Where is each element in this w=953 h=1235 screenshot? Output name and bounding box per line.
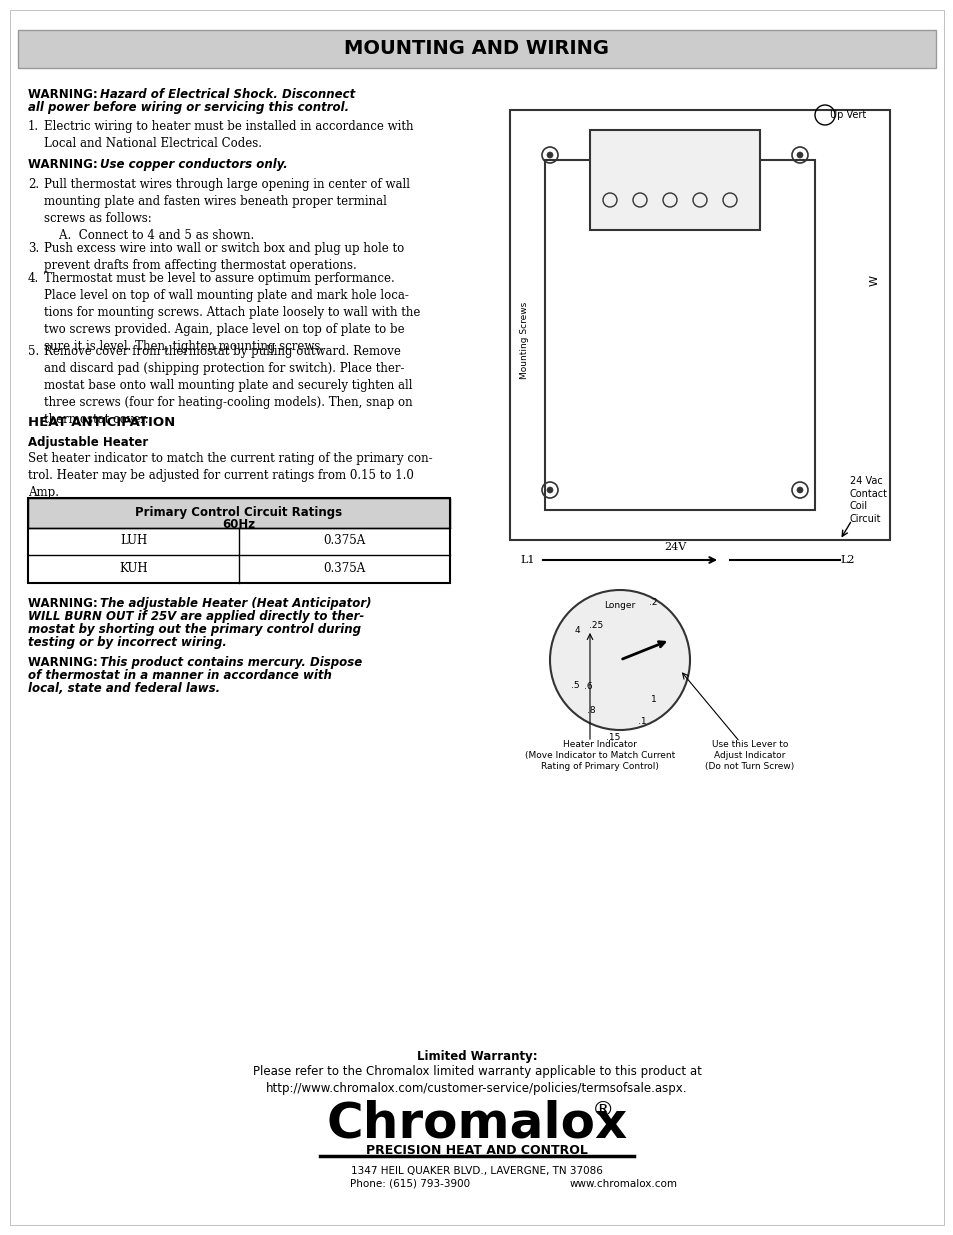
- Text: .8: .8: [586, 705, 595, 715]
- Text: 1347 HEIL QUAKER BLVD., LAVERGNE, TN 37086: 1347 HEIL QUAKER BLVD., LAVERGNE, TN 370…: [351, 1166, 602, 1176]
- Text: 1.: 1.: [28, 120, 39, 133]
- Text: 24 Vac
Contact
Coil
Circuit: 24 Vac Contact Coil Circuit: [849, 477, 887, 524]
- Text: W: W: [869, 274, 879, 285]
- Text: .15: .15: [605, 734, 619, 742]
- Text: 1: 1: [650, 695, 656, 704]
- Text: 5.: 5.: [28, 345, 39, 358]
- Text: .2: .2: [648, 598, 657, 608]
- Circle shape: [550, 590, 689, 730]
- Text: Electric wiring to heater must be installed in accordance with
Local and Nationa: Electric wiring to heater must be instal…: [44, 120, 413, 149]
- Text: L2: L2: [840, 555, 854, 564]
- Text: mostat by shorting out the primary control during: mostat by shorting out the primary contr…: [28, 622, 360, 636]
- Text: Heater Indicator
(Move Indicator to Match Current
Rating of Primary Control): Heater Indicator (Move Indicator to Matc…: [524, 740, 675, 771]
- Text: Longer: Longer: [604, 600, 635, 610]
- Circle shape: [796, 152, 802, 158]
- Text: Pull thermostat wires through large opening in center of wall
mounting plate and: Pull thermostat wires through large open…: [44, 178, 410, 242]
- Text: Hazard of Electrical Shock. Disconnect: Hazard of Electrical Shock. Disconnect: [100, 88, 355, 101]
- Text: MOUNTING AND WIRING: MOUNTING AND WIRING: [344, 40, 609, 58]
- Text: WILL BURN OUT if 25V are applied directly to ther-: WILL BURN OUT if 25V are applied directl…: [28, 610, 364, 622]
- Text: 2.: 2.: [28, 178, 39, 191]
- Text: testing or by incorrect wiring.: testing or by incorrect wiring.: [28, 636, 227, 650]
- FancyBboxPatch shape: [18, 30, 935, 68]
- Text: L1: L1: [519, 555, 534, 564]
- Bar: [28, 498, 450, 583]
- Text: WARNING:: WARNING:: [28, 597, 102, 610]
- Text: Use this Lever to
Adjust Indicator
(Do not Turn Screw): Use this Lever to Adjust Indicator (Do n…: [704, 740, 794, 771]
- Text: 4.: 4.: [28, 272, 39, 285]
- Circle shape: [546, 487, 553, 493]
- Text: 3.: 3.: [28, 242, 39, 254]
- Circle shape: [796, 487, 802, 493]
- Bar: [28, 498, 450, 529]
- Text: local, state and federal laws.: local, state and federal laws.: [28, 682, 220, 695]
- Text: The adjustable Heater (Heat Anticipator): The adjustable Heater (Heat Anticipator): [100, 597, 371, 610]
- Text: Push excess wire into wall or switch box and plug up hole to
prevent drafts from: Push excess wire into wall or switch box…: [44, 242, 404, 272]
- Text: of thermostat in a manner in accordance with: of thermostat in a manner in accordance …: [28, 669, 332, 682]
- Text: Thermostat must be level to assure optimum performance.
Place level on top of wa: Thermostat must be level to assure optim…: [44, 272, 420, 353]
- Text: Set heater indicator to match the current rating of the primary con-
trol. Heate: Set heater indicator to match the curren…: [28, 452, 432, 499]
- Text: KUH: KUH: [119, 562, 148, 574]
- Text: ®: ®: [592, 1100, 614, 1120]
- Text: .5: .5: [570, 682, 578, 690]
- Text: 24V: 24V: [663, 542, 685, 552]
- Text: WARNING:: WARNING:: [28, 88, 102, 101]
- Text: Use copper conductors only.: Use copper conductors only.: [100, 158, 288, 170]
- Bar: [544, 161, 814, 510]
- Text: 0.375A: 0.375A: [323, 562, 365, 574]
- Text: Mounting Screws: Mounting Screws: [520, 301, 529, 379]
- Text: all power before wiring or servicing this control.: all power before wiring or servicing thi…: [28, 101, 349, 114]
- Text: .1: .1: [638, 716, 646, 726]
- Text: Limited Warranty:: Limited Warranty:: [416, 1050, 537, 1063]
- Text: Adjustable Heater: Adjustable Heater: [28, 436, 148, 450]
- Text: HEAT ANTICIPATION: HEAT ANTICIPATION: [28, 416, 175, 429]
- Text: Phone: (615) 793-3900: Phone: (615) 793-3900: [350, 1179, 470, 1189]
- Text: Chromalox: Chromalox: [326, 1100, 627, 1149]
- Text: 4: 4: [574, 626, 579, 635]
- Text: WARNING:: WARNING:: [28, 158, 102, 170]
- Text: LUH: LUH: [120, 535, 147, 547]
- Text: Remove cover from thermostat by pulling outward. Remove
and discard pad (shippin: Remove cover from thermostat by pulling …: [44, 345, 413, 426]
- Text: .6: .6: [583, 683, 592, 692]
- Text: Up Vert: Up Vert: [829, 110, 865, 120]
- Text: 0.375A: 0.375A: [323, 535, 365, 547]
- Bar: [589, 130, 760, 230]
- Text: 60Hz: 60Hz: [222, 517, 255, 531]
- Text: Primary Control Circuit Ratings: Primary Control Circuit Ratings: [135, 506, 342, 519]
- Text: PRECISION HEAT AND CONTROL: PRECISION HEAT AND CONTROL: [366, 1144, 587, 1157]
- Bar: [510, 110, 889, 540]
- Text: www.chromalox.com: www.chromalox.com: [569, 1179, 678, 1189]
- Text: WARNING:: WARNING:: [28, 656, 102, 669]
- Text: .25: .25: [588, 621, 602, 630]
- Circle shape: [546, 152, 553, 158]
- Text: This product contains mercury. Dispose: This product contains mercury. Dispose: [100, 656, 362, 669]
- Text: Please refer to the Chromalox limited warranty applicable to this product at
htt: Please refer to the Chromalox limited wa…: [253, 1065, 700, 1095]
